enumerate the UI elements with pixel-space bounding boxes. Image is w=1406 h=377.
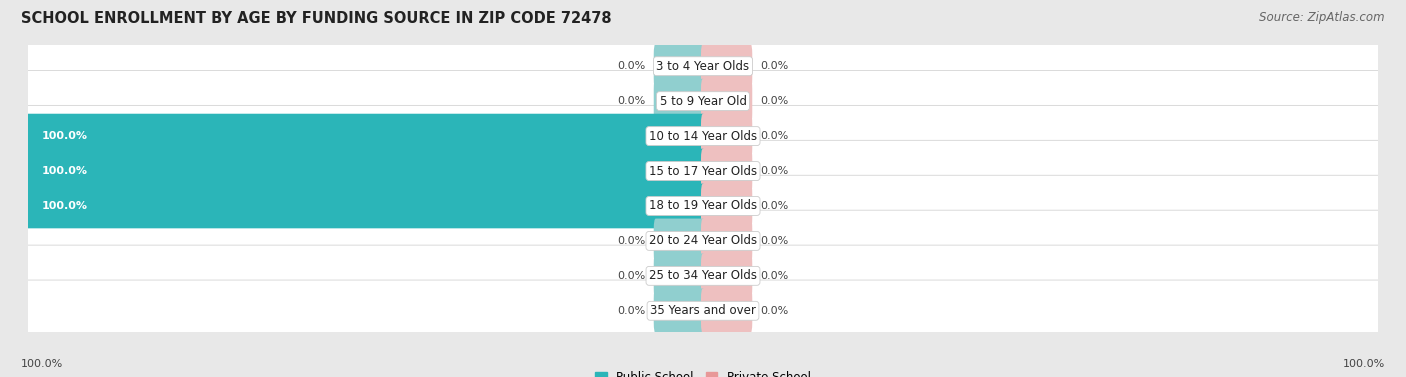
FancyBboxPatch shape [25,70,1381,132]
FancyBboxPatch shape [25,140,1381,202]
FancyBboxPatch shape [702,219,752,263]
Text: 0.0%: 0.0% [761,166,789,176]
Text: 35 Years and over: 35 Years and over [650,304,756,317]
FancyBboxPatch shape [27,114,704,158]
FancyBboxPatch shape [27,184,704,228]
Text: 0.0%: 0.0% [761,201,789,211]
FancyBboxPatch shape [702,149,752,193]
FancyBboxPatch shape [25,35,1381,97]
FancyBboxPatch shape [27,149,704,193]
Text: 100.0%: 100.0% [21,359,63,369]
FancyBboxPatch shape [25,105,1381,167]
Text: 0.0%: 0.0% [761,236,789,246]
FancyBboxPatch shape [702,253,752,298]
Text: 0.0%: 0.0% [617,61,645,71]
FancyBboxPatch shape [25,175,1381,237]
FancyBboxPatch shape [654,44,704,89]
Text: 0.0%: 0.0% [761,131,789,141]
FancyBboxPatch shape [702,114,752,158]
Text: 0.0%: 0.0% [761,61,789,71]
Text: Source: ZipAtlas.com: Source: ZipAtlas.com [1260,11,1385,24]
FancyBboxPatch shape [654,288,704,333]
Text: 20 to 24 Year Olds: 20 to 24 Year Olds [650,234,756,247]
Text: 25 to 34 Year Olds: 25 to 34 Year Olds [650,269,756,282]
FancyBboxPatch shape [25,210,1381,272]
Text: 15 to 17 Year Olds: 15 to 17 Year Olds [650,164,756,178]
Text: 0.0%: 0.0% [617,236,645,246]
FancyBboxPatch shape [702,79,752,124]
Text: 100.0%: 100.0% [1343,359,1385,369]
FancyBboxPatch shape [654,253,704,298]
Text: 18 to 19 Year Olds: 18 to 19 Year Olds [650,199,756,213]
Text: 100.0%: 100.0% [42,201,87,211]
Text: 0.0%: 0.0% [761,306,789,316]
FancyBboxPatch shape [25,280,1381,342]
Text: 100.0%: 100.0% [42,166,87,176]
Text: 0.0%: 0.0% [761,96,789,106]
FancyBboxPatch shape [654,79,704,124]
Text: 100.0%: 100.0% [42,131,87,141]
FancyBboxPatch shape [702,44,752,89]
Text: 5 to 9 Year Old: 5 to 9 Year Old [659,95,747,108]
Text: 0.0%: 0.0% [617,271,645,281]
Legend: Public School, Private School: Public School, Private School [591,366,815,377]
FancyBboxPatch shape [702,184,752,228]
Text: 10 to 14 Year Olds: 10 to 14 Year Olds [650,130,756,143]
Text: SCHOOL ENROLLMENT BY AGE BY FUNDING SOURCE IN ZIP CODE 72478: SCHOOL ENROLLMENT BY AGE BY FUNDING SOUR… [21,11,612,26]
Text: 0.0%: 0.0% [617,306,645,316]
Text: 3 to 4 Year Olds: 3 to 4 Year Olds [657,60,749,73]
FancyBboxPatch shape [654,219,704,263]
FancyBboxPatch shape [25,245,1381,307]
FancyBboxPatch shape [702,288,752,333]
Text: 0.0%: 0.0% [761,271,789,281]
Text: 0.0%: 0.0% [617,96,645,106]
